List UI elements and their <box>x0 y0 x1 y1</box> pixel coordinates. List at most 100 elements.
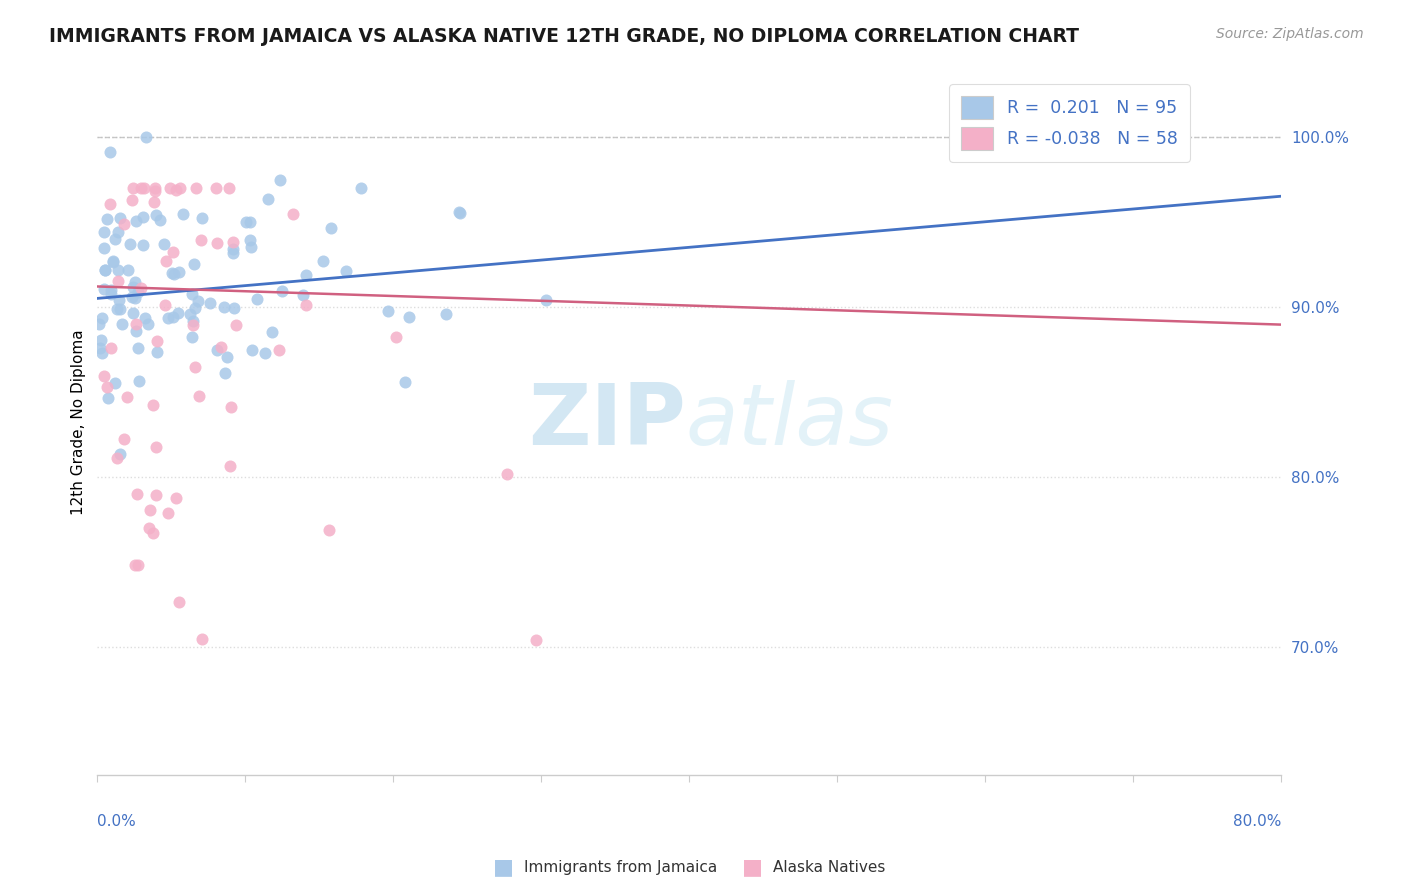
Point <box>111 317 134 331</box>
Point <box>146 334 169 349</box>
Point <box>160 266 183 280</box>
Point <box>267 343 290 358</box>
Point <box>312 253 335 268</box>
Point <box>167 306 190 320</box>
Point <box>204 180 226 194</box>
Point <box>108 211 131 225</box>
Point <box>449 205 471 219</box>
Point <box>246 292 269 306</box>
Point <box>121 194 143 208</box>
Text: atlas: atlas <box>686 380 894 463</box>
Point <box>221 235 243 250</box>
Point <box>219 458 242 473</box>
Point <box>93 368 115 383</box>
Point <box>152 237 174 252</box>
Point <box>159 181 181 195</box>
Point <box>139 503 162 517</box>
Point <box>134 310 156 325</box>
Point <box>94 263 117 277</box>
Point <box>221 245 243 260</box>
Point <box>262 325 284 339</box>
Point <box>145 208 167 222</box>
Point <box>127 341 149 355</box>
Point <box>127 558 149 572</box>
Point <box>257 192 280 206</box>
Text: Immigrants from Jamaica: Immigrants from Jamaica <box>524 860 717 874</box>
Point <box>100 341 122 355</box>
Point <box>180 330 202 344</box>
Point <box>91 346 114 360</box>
Point <box>156 506 179 520</box>
Point <box>205 343 228 357</box>
Point <box>132 180 155 194</box>
Point <box>93 242 115 256</box>
Point <box>180 286 202 301</box>
Point <box>145 440 167 454</box>
Point <box>98 197 121 211</box>
Legend: R =  0.201   N = 95, R = -0.038   N = 58: R = 0.201 N = 95, R = -0.038 N = 58 <box>949 84 1189 161</box>
Point <box>157 311 180 326</box>
Point <box>187 294 209 309</box>
Point <box>219 400 242 414</box>
Point <box>239 240 262 254</box>
Point <box>127 285 149 300</box>
Point <box>87 318 110 332</box>
Point <box>190 233 212 247</box>
Point <box>209 340 232 354</box>
Text: 80.0%: 80.0% <box>1233 814 1281 829</box>
Point <box>124 292 146 306</box>
Point <box>138 520 160 534</box>
Point <box>181 314 204 328</box>
Point <box>146 345 169 359</box>
Point <box>214 367 236 381</box>
Point <box>283 207 305 221</box>
Point <box>107 225 129 239</box>
Point <box>125 487 148 501</box>
Point <box>122 305 145 319</box>
Point <box>172 207 194 221</box>
Text: ■: ■ <box>494 857 513 877</box>
Point <box>239 215 262 229</box>
Point <box>214 300 236 314</box>
Point <box>107 263 129 277</box>
Point <box>222 242 245 256</box>
Point <box>117 263 139 277</box>
Point <box>135 129 157 144</box>
Point <box>110 301 132 316</box>
Point <box>91 311 114 326</box>
Point <box>101 255 124 269</box>
Point <box>97 392 120 406</box>
Point <box>269 172 291 186</box>
Point <box>165 183 187 197</box>
Point <box>155 253 177 268</box>
Point <box>100 283 122 297</box>
Point <box>222 301 245 316</box>
Point <box>96 211 118 226</box>
Point <box>115 390 138 404</box>
Point <box>101 253 124 268</box>
Point <box>94 262 117 277</box>
Point <box>142 525 165 540</box>
Point <box>436 307 458 321</box>
Point <box>495 467 517 481</box>
Point <box>377 304 399 318</box>
Point <box>107 274 129 288</box>
Point <box>125 324 148 338</box>
Point <box>124 558 146 572</box>
Point <box>104 232 127 246</box>
Text: ZIP: ZIP <box>527 380 686 463</box>
Point <box>169 180 191 194</box>
Text: Alaska Natives: Alaska Natives <box>773 860 886 874</box>
Point <box>143 184 166 198</box>
Point <box>394 375 416 389</box>
Point <box>191 211 214 225</box>
Point <box>335 264 357 278</box>
Text: IMMIGRANTS FROM JAMAICA VS ALASKA NATIVE 12TH GRADE, NO DIPLOMA CORRELATION CHAR: IMMIGRANTS FROM JAMAICA VS ALASKA NATIVE… <box>49 27 1080 45</box>
Point <box>120 237 142 252</box>
Point <box>132 210 155 224</box>
Y-axis label: 12th Grade, No Diploma: 12th Grade, No Diploma <box>72 329 86 515</box>
Point <box>107 293 129 307</box>
Point <box>125 214 148 228</box>
Point <box>169 265 191 279</box>
Point <box>184 359 207 374</box>
